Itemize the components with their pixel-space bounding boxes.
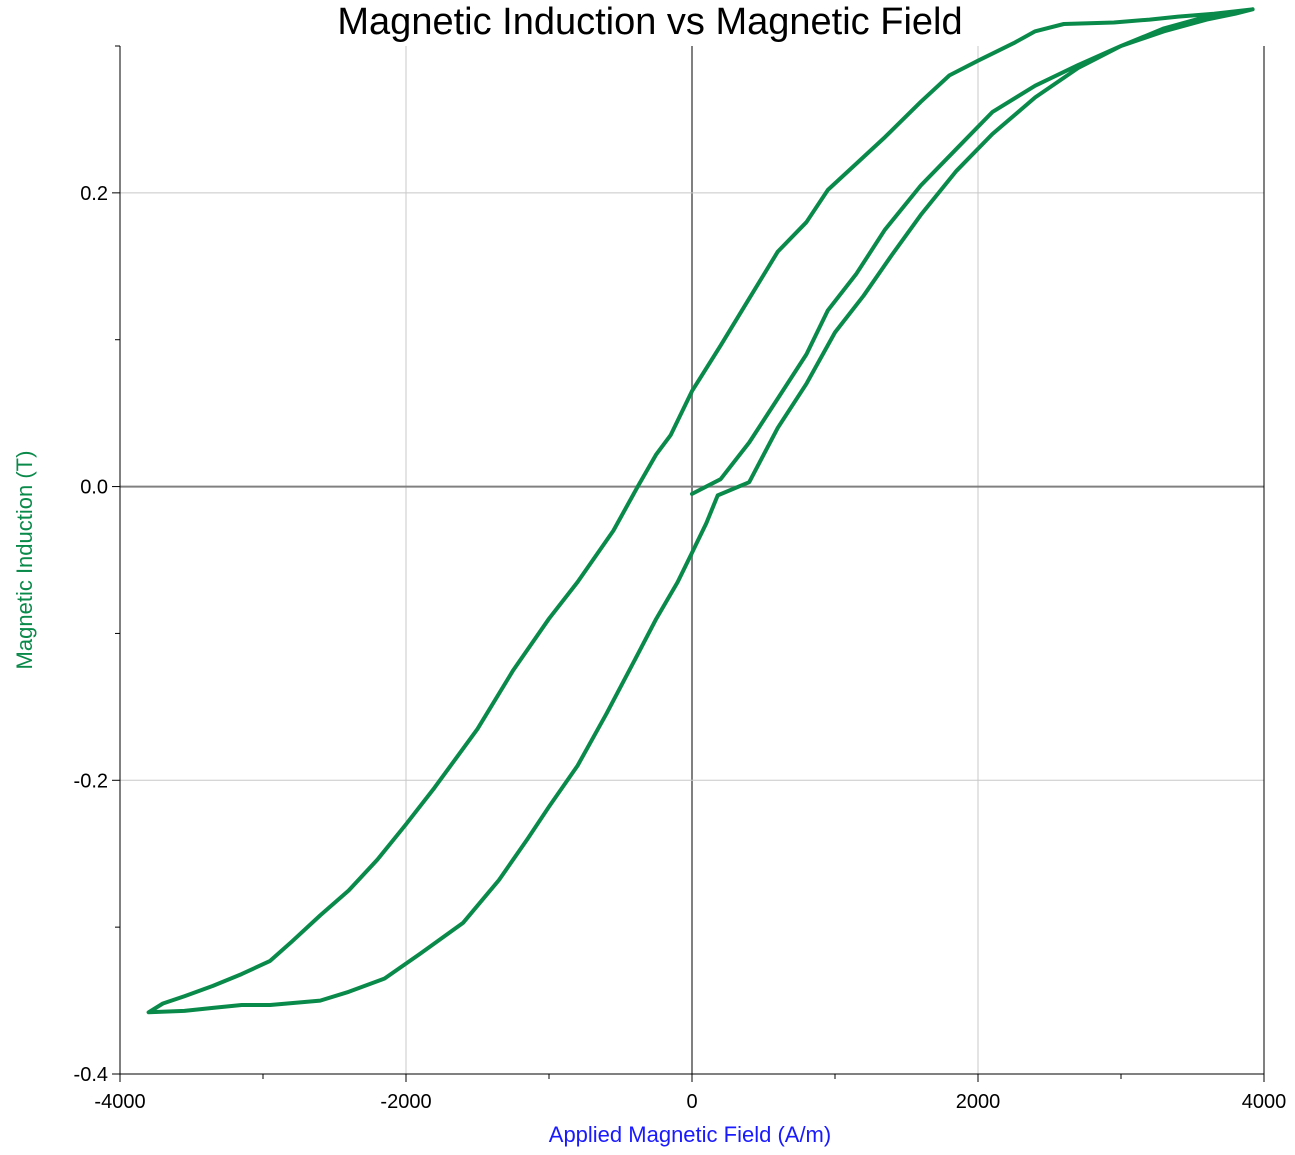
y-axis-label: Magnetic Induction (T) bbox=[12, 451, 37, 670]
series-layer bbox=[146, 7, 1255, 1015]
y-tick-label: -0.2 bbox=[74, 770, 108, 792]
x-tick-label: -2000 bbox=[380, 1091, 431, 1113]
chart-title: Magnetic Induction vs Magnetic Field bbox=[337, 1, 962, 43]
x-tick-label: 0 bbox=[686, 1091, 697, 1113]
x-tick-label: -4000 bbox=[94, 1091, 145, 1113]
hysteresis-loop-line bbox=[146, 7, 1255, 1015]
axes bbox=[112, 45, 1265, 1082]
y-tick-label: 0.0 bbox=[80, 477, 108, 499]
y-tick-label: -0.4 bbox=[74, 1064, 108, 1086]
x-axis-label: Applied Magnetic Field (A/m) bbox=[549, 1122, 831, 1147]
grid bbox=[120, 46, 1264, 1074]
x-tick-label: 4000 bbox=[1242, 1091, 1287, 1113]
x-tick-label: 2000 bbox=[956, 1091, 1001, 1113]
y-tick-label: 0.2 bbox=[80, 183, 108, 205]
tick-labels: -4000 -2000 0 2000 4000 -0.4 -0.2 0.0 0.2 bbox=[74, 183, 1287, 1113]
